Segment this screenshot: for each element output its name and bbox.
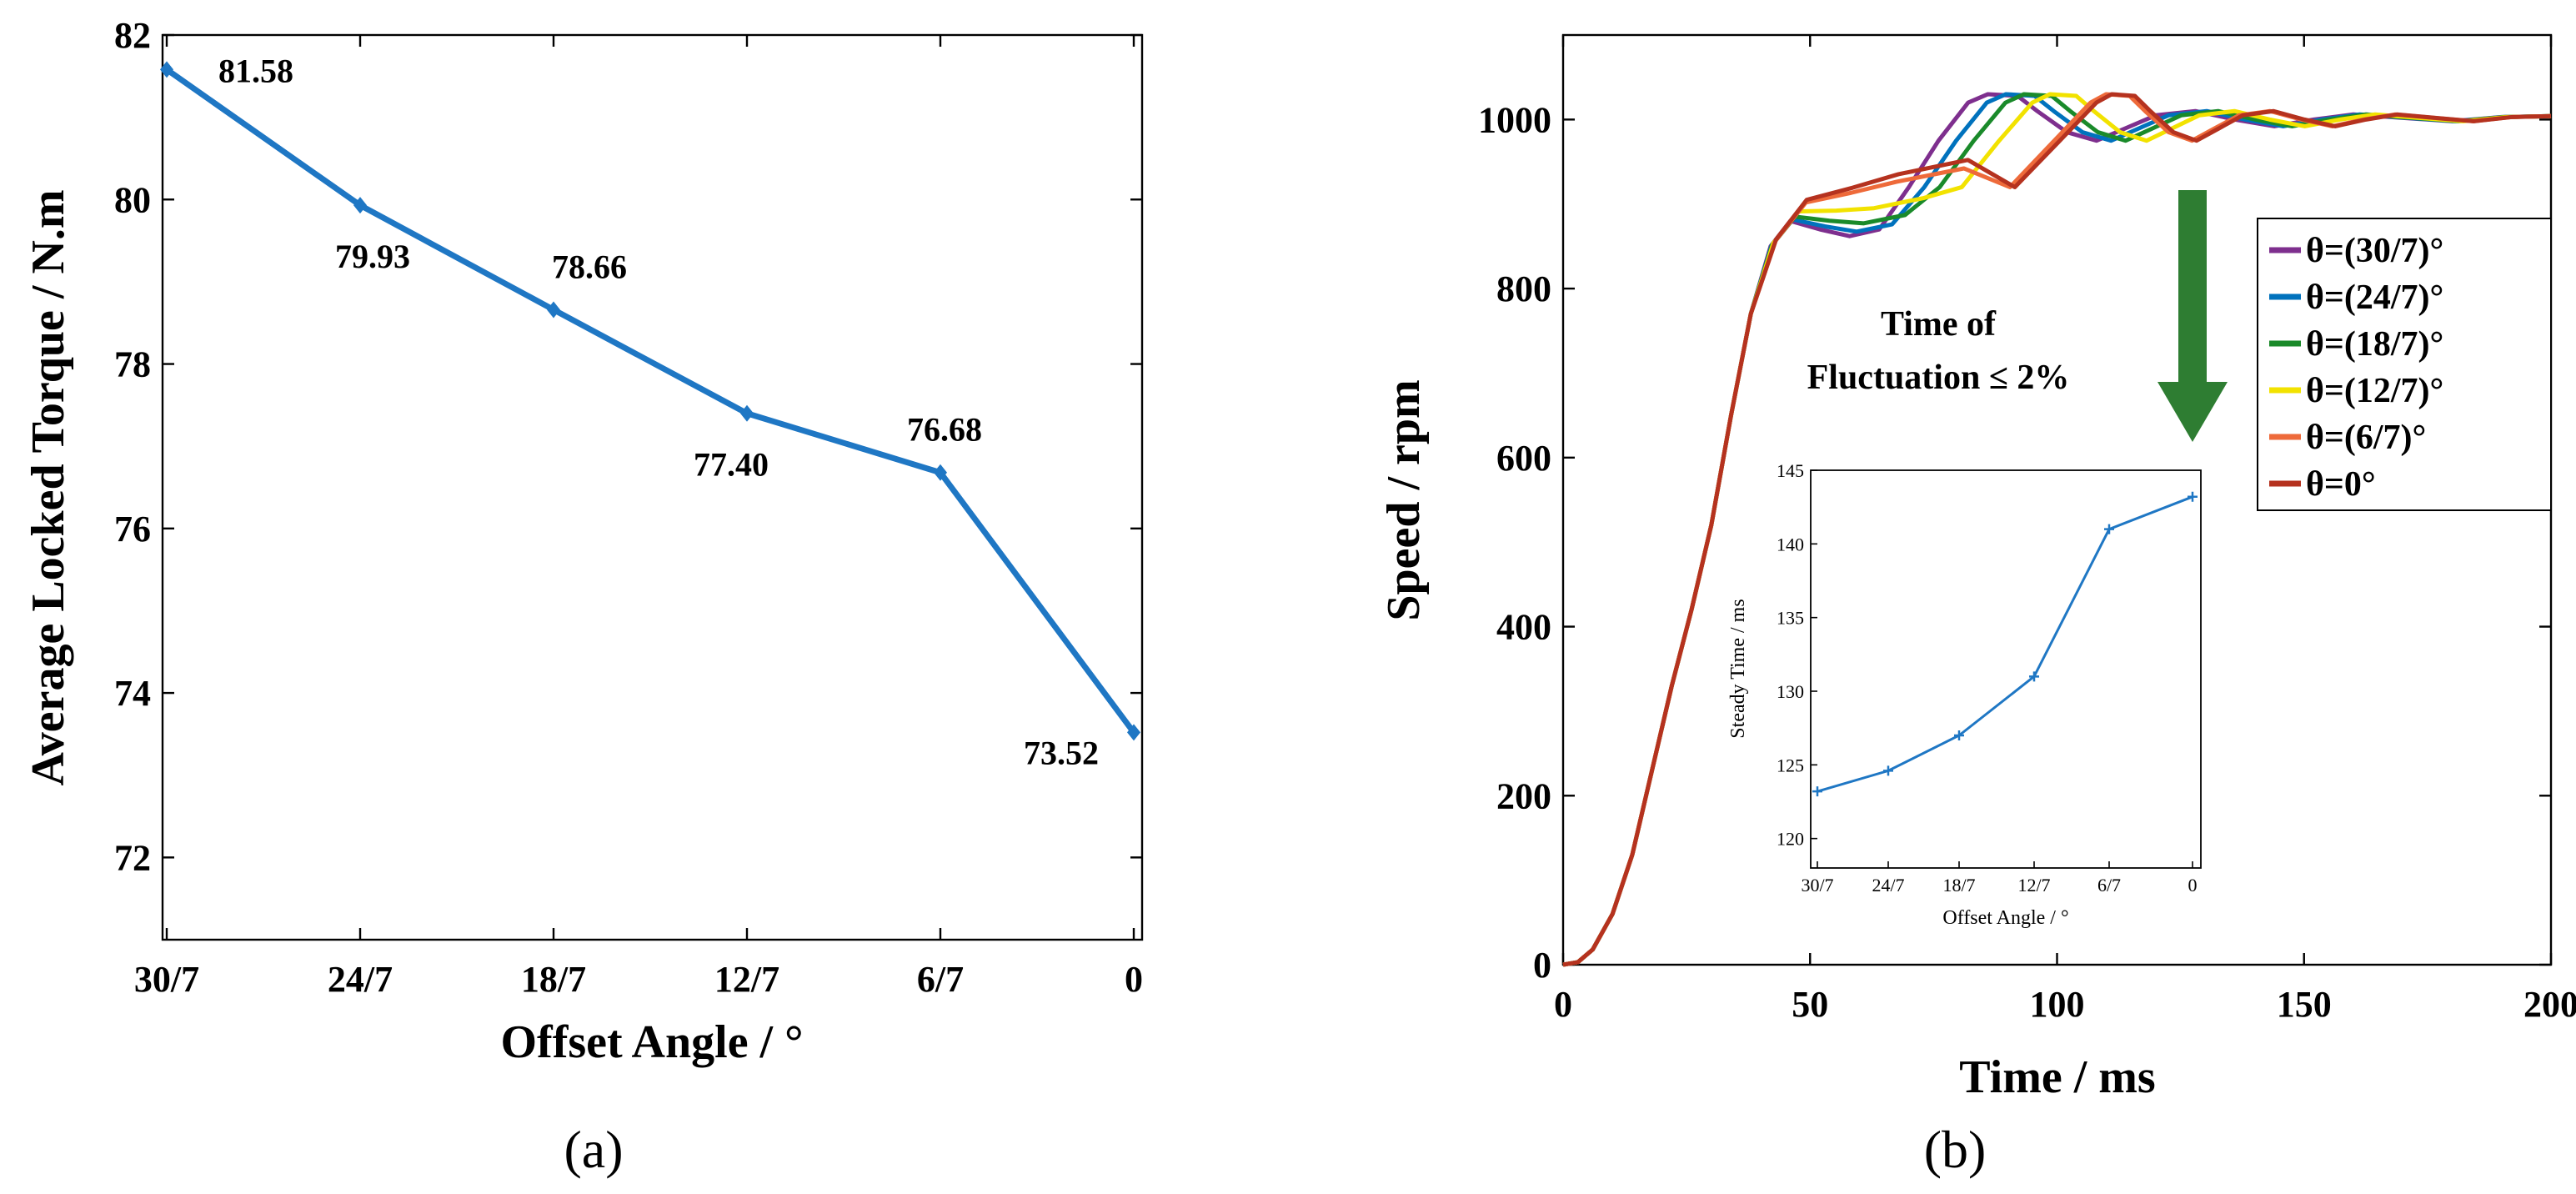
inset-series-line (1817, 495, 2193, 793)
x-tick-label-4: 6/7 (917, 959, 964, 1000)
b-y-tick-label-5: 1000 (1478, 99, 1551, 140)
inset-x-tick-label-0: 30/7 (1801, 875, 1833, 896)
chart-a: 72 74 76 78 80 82 30/7 24/7 18/7 12/7 6/7 0 81.58 79… (23, 15, 1144, 1068)
data-point-5 (1127, 724, 1140, 741)
b-y-tick-label-3: 600 (1496, 438, 1551, 479)
y-tick-label-3: 78 (114, 344, 151, 385)
data-label-1: 79.93 (335, 238, 410, 275)
annotation-line-1: Time of (1881, 305, 1997, 344)
inset-frame (1810, 469, 2202, 869)
legend-label-1: θ=(24/7)° (2306, 278, 2443, 317)
chart-b-xlabel: Time / ms (1959, 1051, 2155, 1103)
chart-a-ylabel: Average Locked Torque / N.m (23, 189, 74, 785)
y-tick-label-0: 72 (114, 837, 151, 878)
b-x-tick-label-2: 100 (2030, 984, 2085, 1025)
data-label-4: 76.68 (907, 411, 982, 449)
y-tick-label-1: 74 (114, 673, 151, 714)
data-label-5: 73.52 (1024, 734, 1099, 771)
inset-x-tick-label-4: 6/7 (2097, 875, 2121, 896)
data-point-1 (353, 197, 367, 214)
b-y-tick-label-0: 0 (1533, 945, 1551, 986)
legend-label-2: θ=(18/7)° (2306, 325, 2443, 364)
data-label-2: 78.66 (552, 248, 627, 285)
inset-chart: 120 125 130 135 140 145 30/7 24/7 18/7 12/7 6/7 0 O… (1727, 460, 2202, 929)
inset-point-0 (1812, 786, 1822, 797)
b-x-tick-label-3: 150 (2277, 984, 2332, 1025)
x-tick-label-2: 18/7 (521, 959, 586, 1000)
inset-y-tick-label-1: 125 (1777, 755, 1804, 775)
b-x-tick-label-1: 50 (1792, 984, 1828, 1025)
x-tick-label-5: 0 (1125, 959, 1143, 1000)
inset-point-2 (1954, 730, 1964, 740)
inset-ylabel: Steady Time / ms (1727, 599, 1749, 738)
legend-label-0: θ=(30/7)° (2306, 232, 2443, 270)
annotation-line-2: Fluctuation ≤ 2% (1807, 359, 2070, 397)
legend-box (2257, 218, 2552, 511)
data-label-0: 81.58 (218, 52, 293, 89)
chart-a-series: 81.58 79.93 78.66 77.40 76.68 73.52 (160, 52, 1140, 771)
inset-point-4 (2104, 524, 2114, 534)
inset-x-tick-label-1: 24/7 (1872, 875, 1904, 896)
b-y-tick-label-4: 800 (1496, 268, 1551, 309)
panel-b-label: (b) (1924, 1120, 1987, 1179)
panel-a-label: (a) (564, 1120, 623, 1179)
chart-b-ticks: 0 200 400 600 800 1000 0 50 100 150 200 (1478, 35, 2576, 1025)
legend-label-3: θ=(12/7)° (2306, 372, 2443, 410)
legend-label-4: θ=(6/7)° (2306, 419, 2426, 457)
inset-y-tick-label-3: 135 (1777, 608, 1804, 629)
data-point-0 (160, 61, 173, 78)
series-line-5 (1562, 92, 2552, 967)
data-point-2 (547, 301, 560, 319)
chart-b-ylabel: Speed / rpm (1378, 379, 1430, 620)
inset-y-tick-label-5: 145 (1777, 460, 1804, 481)
inset-y-tick-label-4: 140 (1777, 534, 1804, 554)
chart-a-ticks: 72 74 76 78 80 82 30/7 24/7 18/7 12/7 6/7 0 (114, 15, 1143, 1000)
data-label-3: 77.40 (694, 446, 769, 484)
data-point-4 (934, 464, 947, 481)
inset-y-tick-label-2: 130 (1777, 681, 1804, 702)
chart-a-xlabel: Offset Angle / ° (500, 1016, 803, 1068)
x-tick-label-1: 24/7 (328, 959, 393, 1000)
down-arrow-icon (2158, 190, 2228, 442)
inset-x-tick-label-5: 0 (2188, 875, 2198, 896)
chart-b-series (1562, 92, 2552, 967)
inset-point-5 (2188, 491, 2198, 502)
inset-y-tick-label-0: 120 (1777, 829, 1804, 850)
y-tick-label-2: 76 (114, 509, 151, 549)
chart-b-legend: θ=(30/7)° θ=(24/7)° θ=(18/7)° θ=(12/7)° θ=(6… (2257, 218, 2552, 511)
y-tick-label-4: 80 (114, 179, 151, 220)
series-line-torque (164, 67, 1136, 735)
legend-label-5: θ=0° (2306, 465, 2376, 504)
y-tick-label-5: 82 (114, 15, 151, 56)
b-x-tick-label-4: 200 (2523, 984, 2576, 1025)
chart-a-frame (161, 33, 1144, 941)
inset-xlabel: Offset Angle / ° (1942, 907, 2068, 929)
data-point-3 (740, 404, 754, 422)
x-tick-label-3: 12/7 (714, 959, 779, 1000)
inset-point-1 (1883, 765, 1893, 776)
b-y-tick-label-2: 400 (1496, 607, 1551, 648)
inset-point-3 (2029, 671, 2039, 682)
b-x-tick-label-0: 0 (1554, 984, 1572, 1025)
x-tick-label-0: 30/7 (134, 959, 199, 1000)
inset-x-tick-label-3: 12/7 (2017, 875, 2050, 896)
b-y-tick-label-1: 200 (1496, 775, 1551, 816)
inset-x-tick-label-2: 18/7 (1942, 875, 1975, 896)
